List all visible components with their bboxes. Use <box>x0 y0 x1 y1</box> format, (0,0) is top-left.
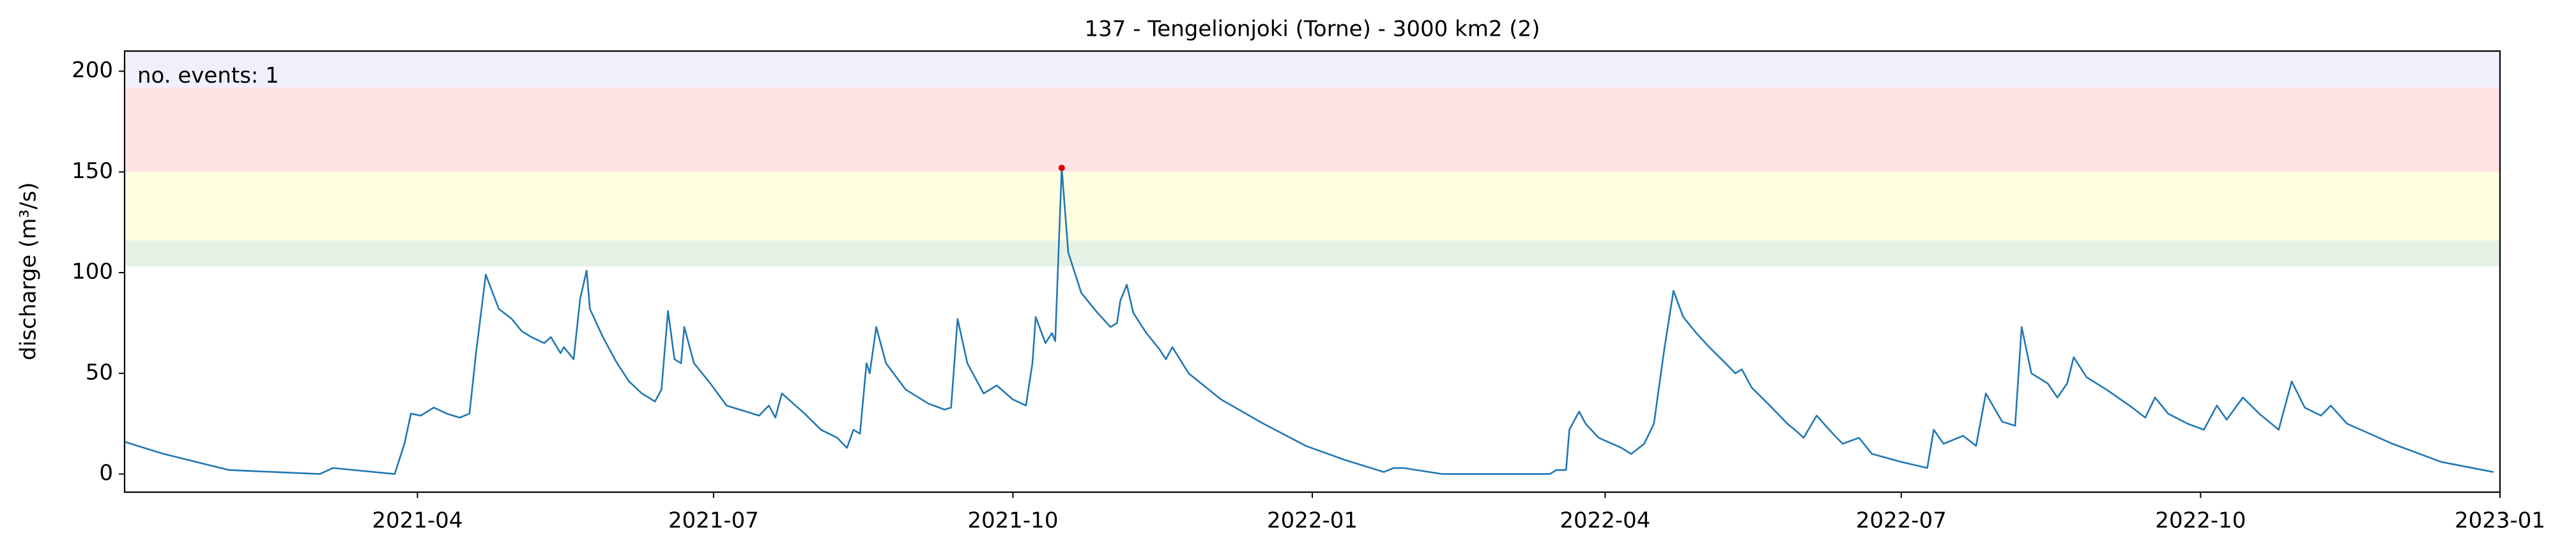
threshold-band <box>125 87 2500 172</box>
y-tick-label: 50 <box>86 359 113 385</box>
y-tick-label: 200 <box>72 57 113 83</box>
event-marker <box>1058 165 1065 172</box>
threshold-band <box>125 172 2500 241</box>
threshold-band <box>125 240 2500 267</box>
series-line <box>124 167 2494 475</box>
y-tick-label: 150 <box>72 158 113 184</box>
y-tick-label: 100 <box>72 259 113 285</box>
x-tick-label: 2022-01 <box>1267 508 1358 534</box>
x-tick-label: 2021-07 <box>668 508 759 534</box>
x-tick-label: 2022-04 <box>1560 508 1650 534</box>
x-tick-label: 2021-04 <box>372 508 463 534</box>
y-axis-label: discharge (m³/s) <box>16 183 42 361</box>
y-tick-label: 0 <box>99 460 113 486</box>
chart-title: 137 - Tengelionjoki (Torne) - 3000 km2 (… <box>1085 17 1540 42</box>
x-tick-label: 2021-10 <box>967 508 1058 534</box>
x-tick-label: 2022-10 <box>2155 508 2246 534</box>
x-tick-label: 2022-07 <box>1856 508 1947 534</box>
x-tick-label: 2023-01 <box>2455 508 2545 534</box>
plot-area <box>124 51 2500 475</box>
threshold-band <box>125 51 2500 87</box>
annotation: no. events: 1 <box>137 63 279 89</box>
